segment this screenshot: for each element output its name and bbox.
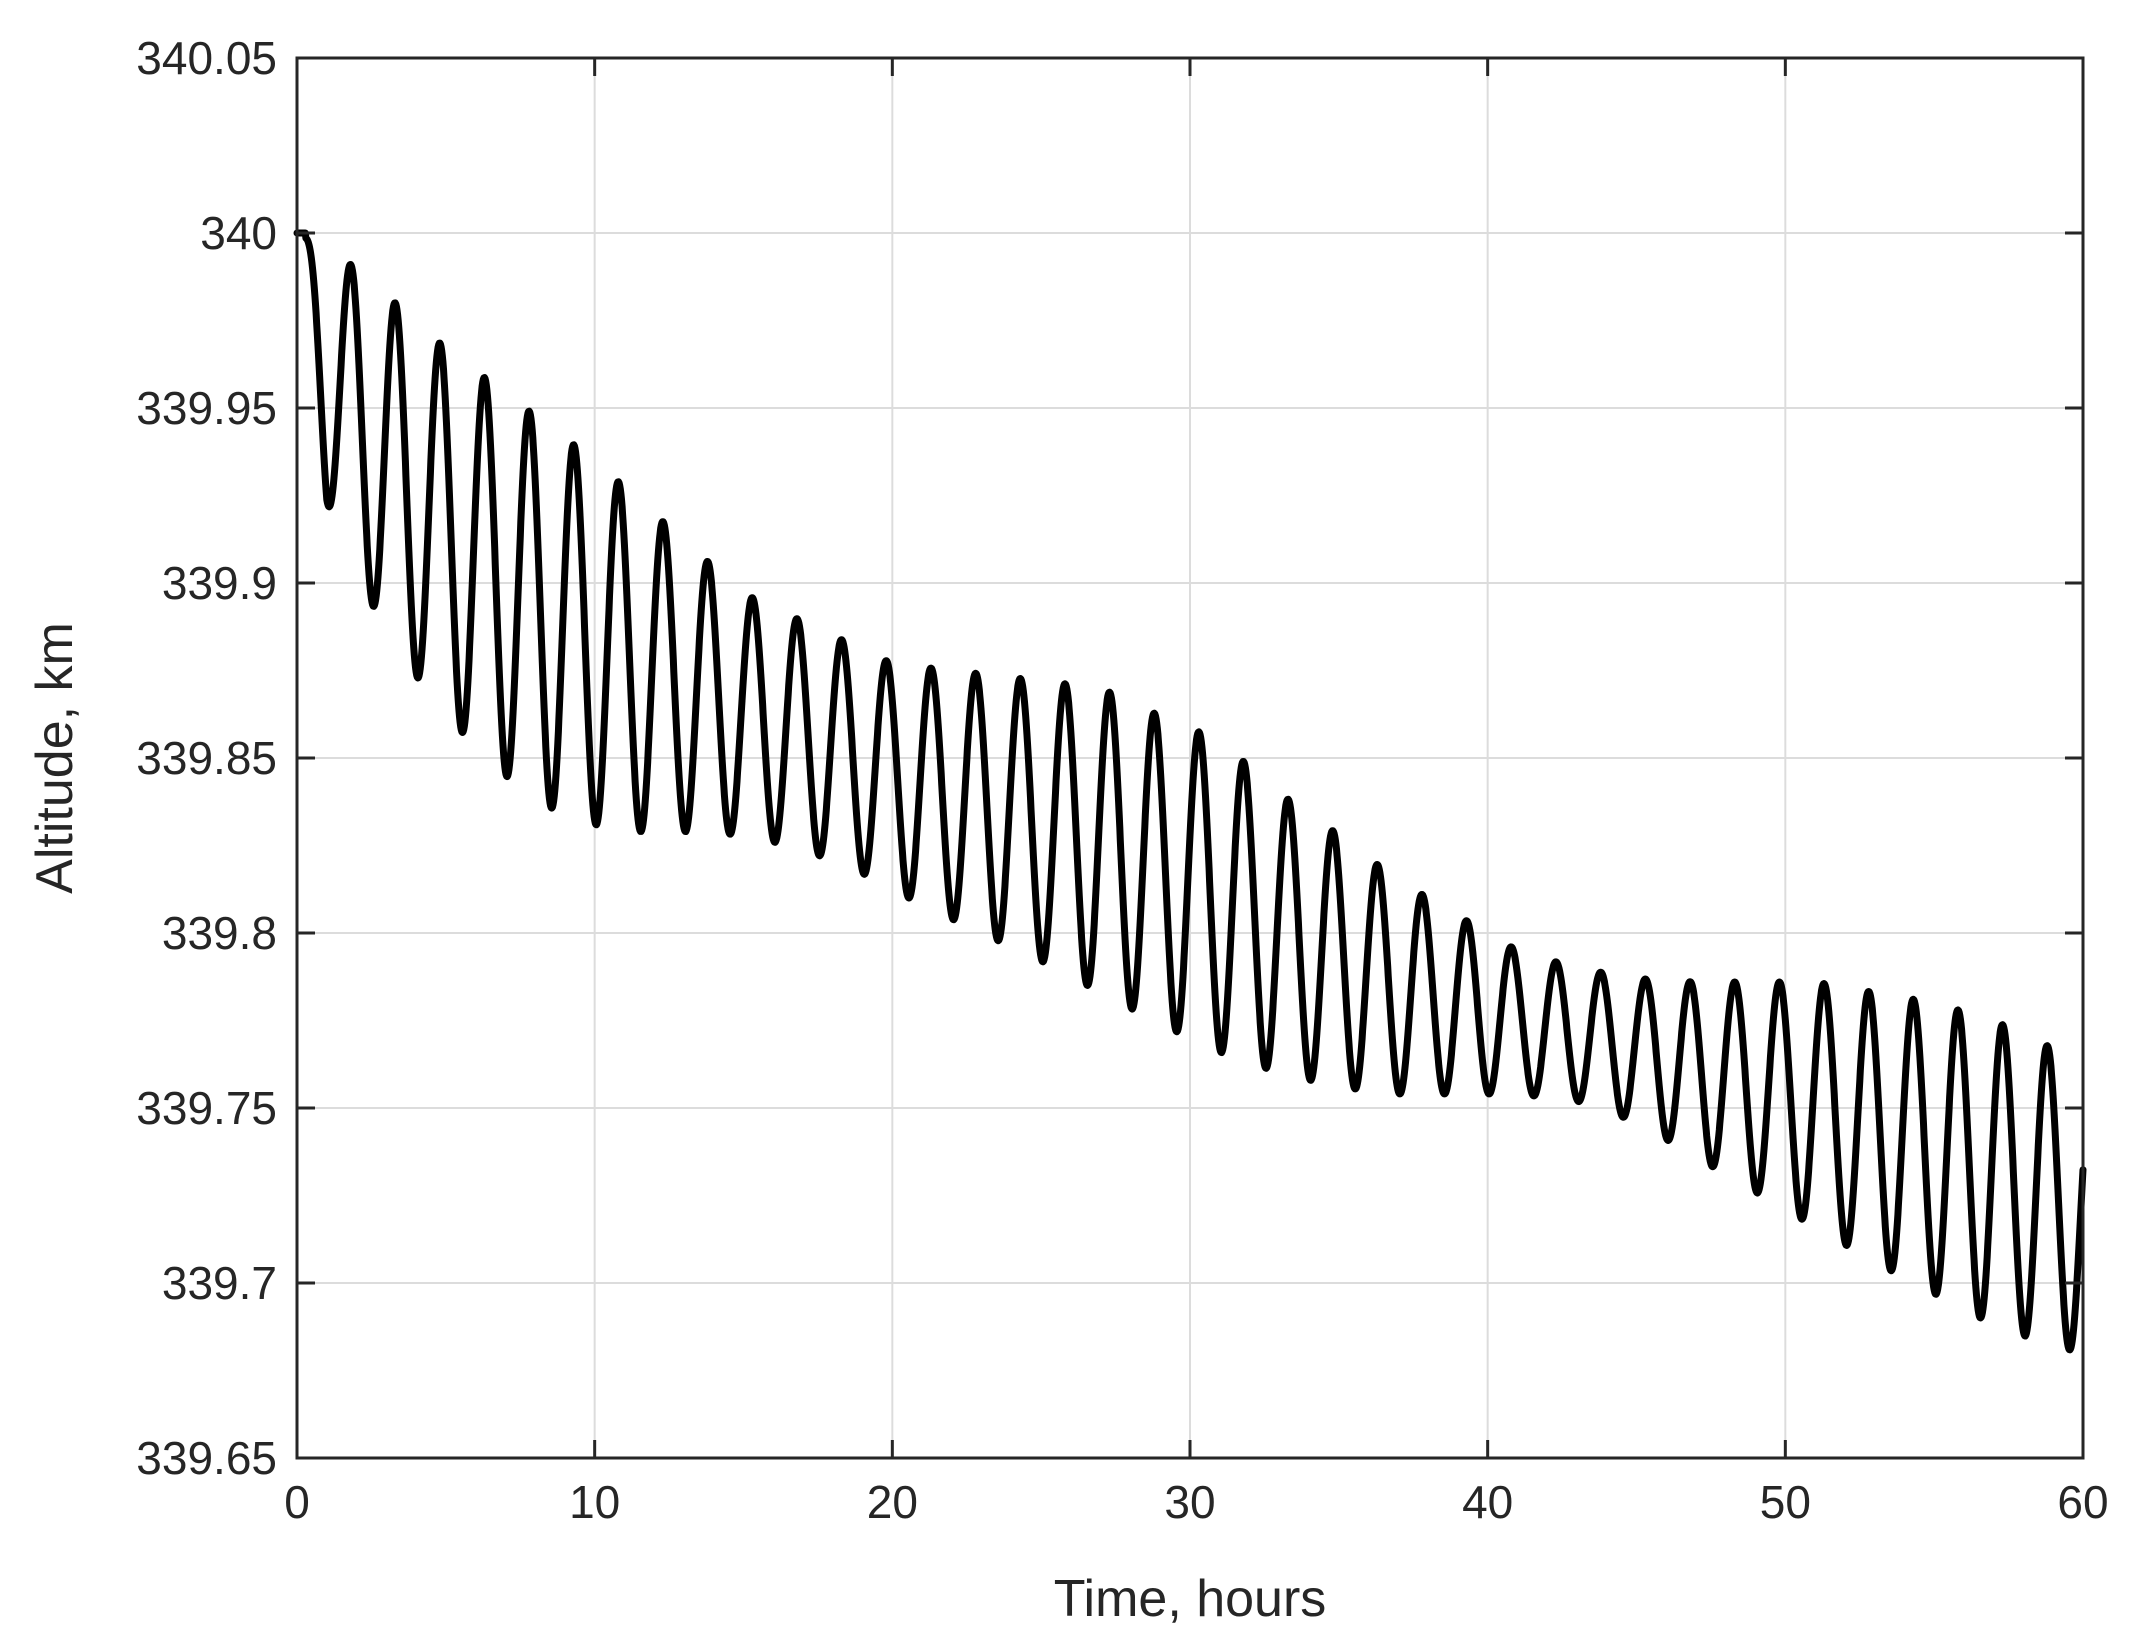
y-tick-label: 339.75 — [136, 1082, 277, 1134]
x-tick-label: 50 — [1760, 1476, 1811, 1528]
x-axis-label: Time, hours — [1054, 1570, 1327, 1628]
series-layer — [293, 229, 2087, 1354]
y-tick-label: 339.7 — [162, 1257, 277, 1309]
y-axis-label: Altitude, km — [26, 622, 84, 894]
x-tick-label: 10 — [569, 1476, 620, 1528]
y-tick-label: 339.8 — [162, 907, 277, 959]
altitude-series-line — [293, 229, 2087, 1354]
x-tick-labels: 0 10 20 30 40 50 60 — [284, 1476, 2108, 1528]
y-tick-label: 339.9 — [162, 557, 277, 609]
y-tick-labels: 339.65 339.7 339.75 339.8 339.85 339.9 339.95 3… — [136, 32, 277, 1484]
y-tick-label: 339.85 — [136, 732, 277, 784]
x-tick-label: 40 — [1462, 1476, 1513, 1528]
y-tick-label: 340 — [200, 207, 277, 259]
x-tick-label: 30 — [1164, 1476, 1215, 1528]
y-tick-label: 340.05 — [136, 32, 277, 84]
y-tick-label: 339.65 — [136, 1432, 277, 1484]
horizontal-grid-lines — [297, 57, 2083, 1459]
x-tick-label: 20 — [867, 1476, 918, 1528]
x-tick-marks — [295, 58, 2085, 1458]
y-tick-label: 339.95 — [136, 382, 277, 434]
x-tick-label: 60 — [2057, 1476, 2108, 1528]
x-tick-label: 0 — [284, 1476, 310, 1528]
y-tick-marks — [297, 56, 2083, 1460]
